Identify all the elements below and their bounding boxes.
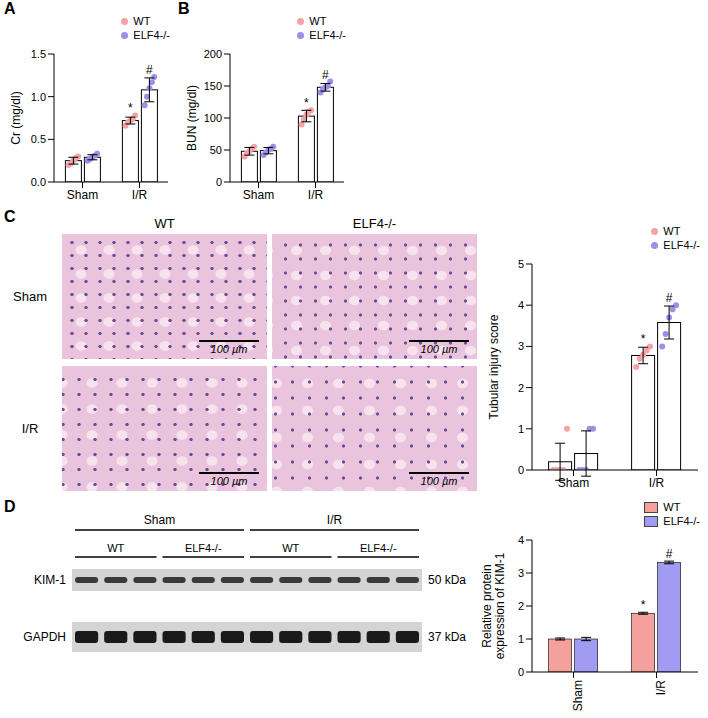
- svg-text:I/R: I/R: [649, 476, 665, 490]
- html-text:WT: WT: [663, 501, 681, 513]
- html-text:WT: WT: [154, 216, 175, 231]
- svg-text:I/R: I/R: [132, 188, 148, 202]
- html-text:WT: WT: [663, 225, 681, 237]
- svg-text:Sham: Sham: [243, 188, 274, 202]
- html-text:ELF4-/-: ELF4-/-: [309, 29, 346, 41]
- html-text:A: A: [4, 0, 16, 17]
- svg-text:#: #: [666, 291, 673, 305]
- html-text:WT: WT: [133, 15, 151, 27]
- svg-text:*: *: [641, 332, 646, 346]
- svg-text:I/R: I/R: [308, 188, 324, 202]
- svg-text:0.5: 0.5: [31, 133, 46, 145]
- svg-text:Sham: Sham: [144, 513, 175, 527]
- html-text:Tubular injury score: Tubular injury score: [486, 314, 501, 420]
- svg-text:#: #: [322, 68, 329, 82]
- svg-text:0: 0: [518, 464, 524, 476]
- html-text:ELF4-/-: ELF4-/-: [352, 216, 397, 231]
- svg-text:#: #: [666, 547, 673, 561]
- svg-text:0: 0: [216, 176, 222, 188]
- svg-text:1: 1: [518, 633, 524, 645]
- svg-text:0: 0: [518, 666, 524, 678]
- html-text:B: B: [178, 0, 190, 17]
- html-text:C: C: [4, 208, 16, 225]
- svg-text:100: 100: [204, 112, 222, 124]
- svg-text:200: 200: [204, 48, 222, 60]
- svg-text:1: 1: [518, 423, 524, 435]
- html-text:Relative protein expression of: Relative protein expression of KIM-1: [480, 552, 507, 660]
- svg-text:Sham: Sham: [571, 680, 585, 711]
- svg-text:0.0: 0.0: [31, 176, 46, 188]
- svg-text:I/R: I/R: [327, 513, 343, 527]
- html-text:WT: WT: [309, 15, 327, 27]
- svg-text:3: 3: [518, 340, 524, 352]
- html-text:ELF4-/-: ELF4-/-: [663, 515, 700, 527]
- svg-text:1.5: 1.5: [31, 48, 46, 60]
- svg-text:#: #: [146, 63, 153, 77]
- html-text:100 µm: 100 µm: [420, 343, 458, 355]
- svg-text:WT: WT: [107, 542, 124, 554]
- svg-text:Sham: Sham: [67, 188, 98, 202]
- html-text:BUN (mg/dl): BUN (mg/dl): [184, 85, 199, 151]
- svg-text:37 kDa: 37 kDa: [428, 630, 466, 644]
- svg-text:I/R: I/R: [654, 680, 668, 696]
- svg-text:WT: WT: [282, 542, 299, 554]
- html-text:100 µm: 100 µm: [420, 475, 458, 487]
- html-text:100 µm: 100 µm: [210, 343, 248, 355]
- svg-text:3: 3: [518, 567, 524, 579]
- svg-text:ELF4-/-: ELF4-/-: [185, 542, 222, 554]
- svg-text:ELF4-/-: ELF4-/-: [360, 542, 397, 554]
- html-text:Cr (mg/dl): Cr (mg/dl): [8, 91, 23, 145]
- svg-text:5: 5: [518, 258, 524, 270]
- svg-text:1.0: 1.0: [31, 91, 46, 103]
- svg-text:*: *: [304, 96, 309, 110]
- svg-text:GAPDH: GAPDH: [23, 630, 66, 644]
- html-text:ELF4-/-: ELF4-/-: [133, 29, 170, 41]
- html-text:I/R: I/R: [21, 421, 39, 436]
- html-text:ELF4-/-: ELF4-/-: [663, 239, 700, 251]
- svg-text:*: *: [641, 598, 646, 612]
- svg-text:2: 2: [518, 382, 524, 394]
- svg-text:2: 2: [518, 600, 524, 612]
- html-text:Sham: Sham: [13, 289, 47, 304]
- html-text:D: D: [4, 498, 16, 515]
- svg-text:KIM-1: KIM-1: [34, 573, 66, 587]
- svg-text:Sham: Sham: [558, 476, 589, 490]
- svg-text:4: 4: [518, 299, 524, 311]
- svg-text:50 kDa: 50 kDa: [428, 573, 466, 587]
- svg-text:50: 50: [210, 144, 222, 156]
- svg-text:150: 150: [204, 80, 222, 92]
- html-text:100 µm: 100 µm: [210, 475, 248, 487]
- svg-text:4: 4: [518, 534, 524, 546]
- svg-text:*: *: [128, 101, 133, 115]
